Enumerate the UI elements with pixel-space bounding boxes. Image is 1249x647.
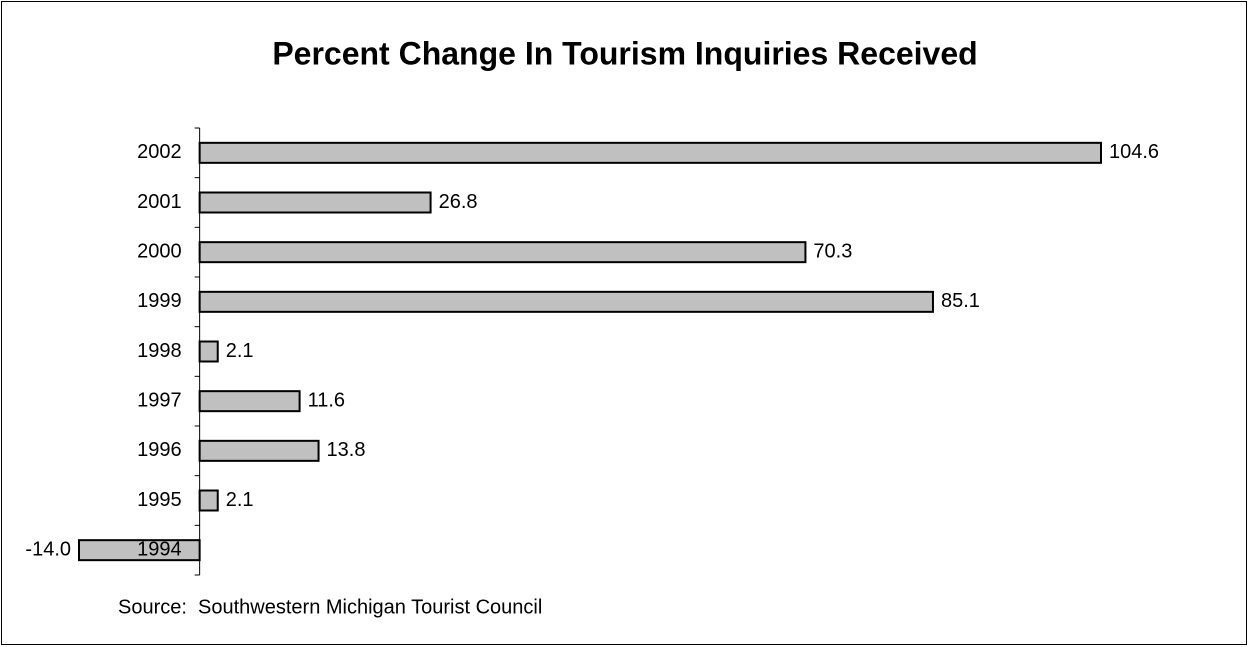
bar <box>198 340 219 363</box>
category-label: 2002 <box>137 141 182 163</box>
value-label: 11.6 <box>308 389 345 411</box>
value-label: 104.6 <box>1109 141 1159 163</box>
chart-title: Percent Change In Tourism Inquiries Rece… <box>272 35 977 71</box>
category-label: 1999 <box>137 290 182 312</box>
bar <box>78 539 201 562</box>
bar <box>198 290 934 313</box>
value-label: 70.3 <box>813 240 852 262</box>
category-label: 1996 <box>137 439 182 461</box>
value-label: 85.1 <box>941 290 980 312</box>
value-label: 26.8 <box>439 191 478 213</box>
value-label: 2.1 <box>226 489 254 511</box>
category-label: 2001 <box>137 191 182 213</box>
value-label: 2.1 <box>226 340 254 362</box>
bar <box>198 390 301 413</box>
category-label: 1995 <box>137 489 182 511</box>
category-label: 2000 <box>137 240 182 262</box>
category-label: 1994 <box>137 538 182 560</box>
bar <box>198 191 432 214</box>
bar <box>198 241 807 264</box>
source-note: Source: Southwestern Michigan Tourist Co… <box>118 596 542 618</box>
bar <box>198 141 1102 164</box>
bar <box>198 489 219 512</box>
value-label: -14.0 <box>25 538 71 560</box>
value-label: 13.8 <box>327 439 366 461</box>
category-label: 1997 <box>137 389 182 411</box>
category-label: 1998 <box>137 340 182 362</box>
bar <box>198 439 320 462</box>
